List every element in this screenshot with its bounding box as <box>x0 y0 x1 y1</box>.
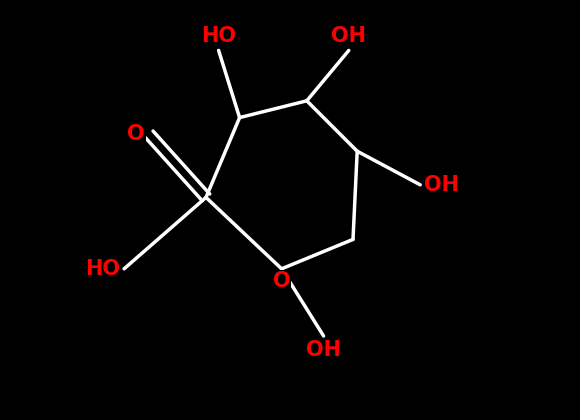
Text: O: O <box>273 271 291 291</box>
Text: OH: OH <box>331 26 367 46</box>
Text: HO: HO <box>201 26 236 46</box>
Text: OH: OH <box>306 340 341 360</box>
Text: HO: HO <box>85 259 120 279</box>
Text: OH: OH <box>425 175 459 195</box>
Text: O: O <box>128 124 145 144</box>
